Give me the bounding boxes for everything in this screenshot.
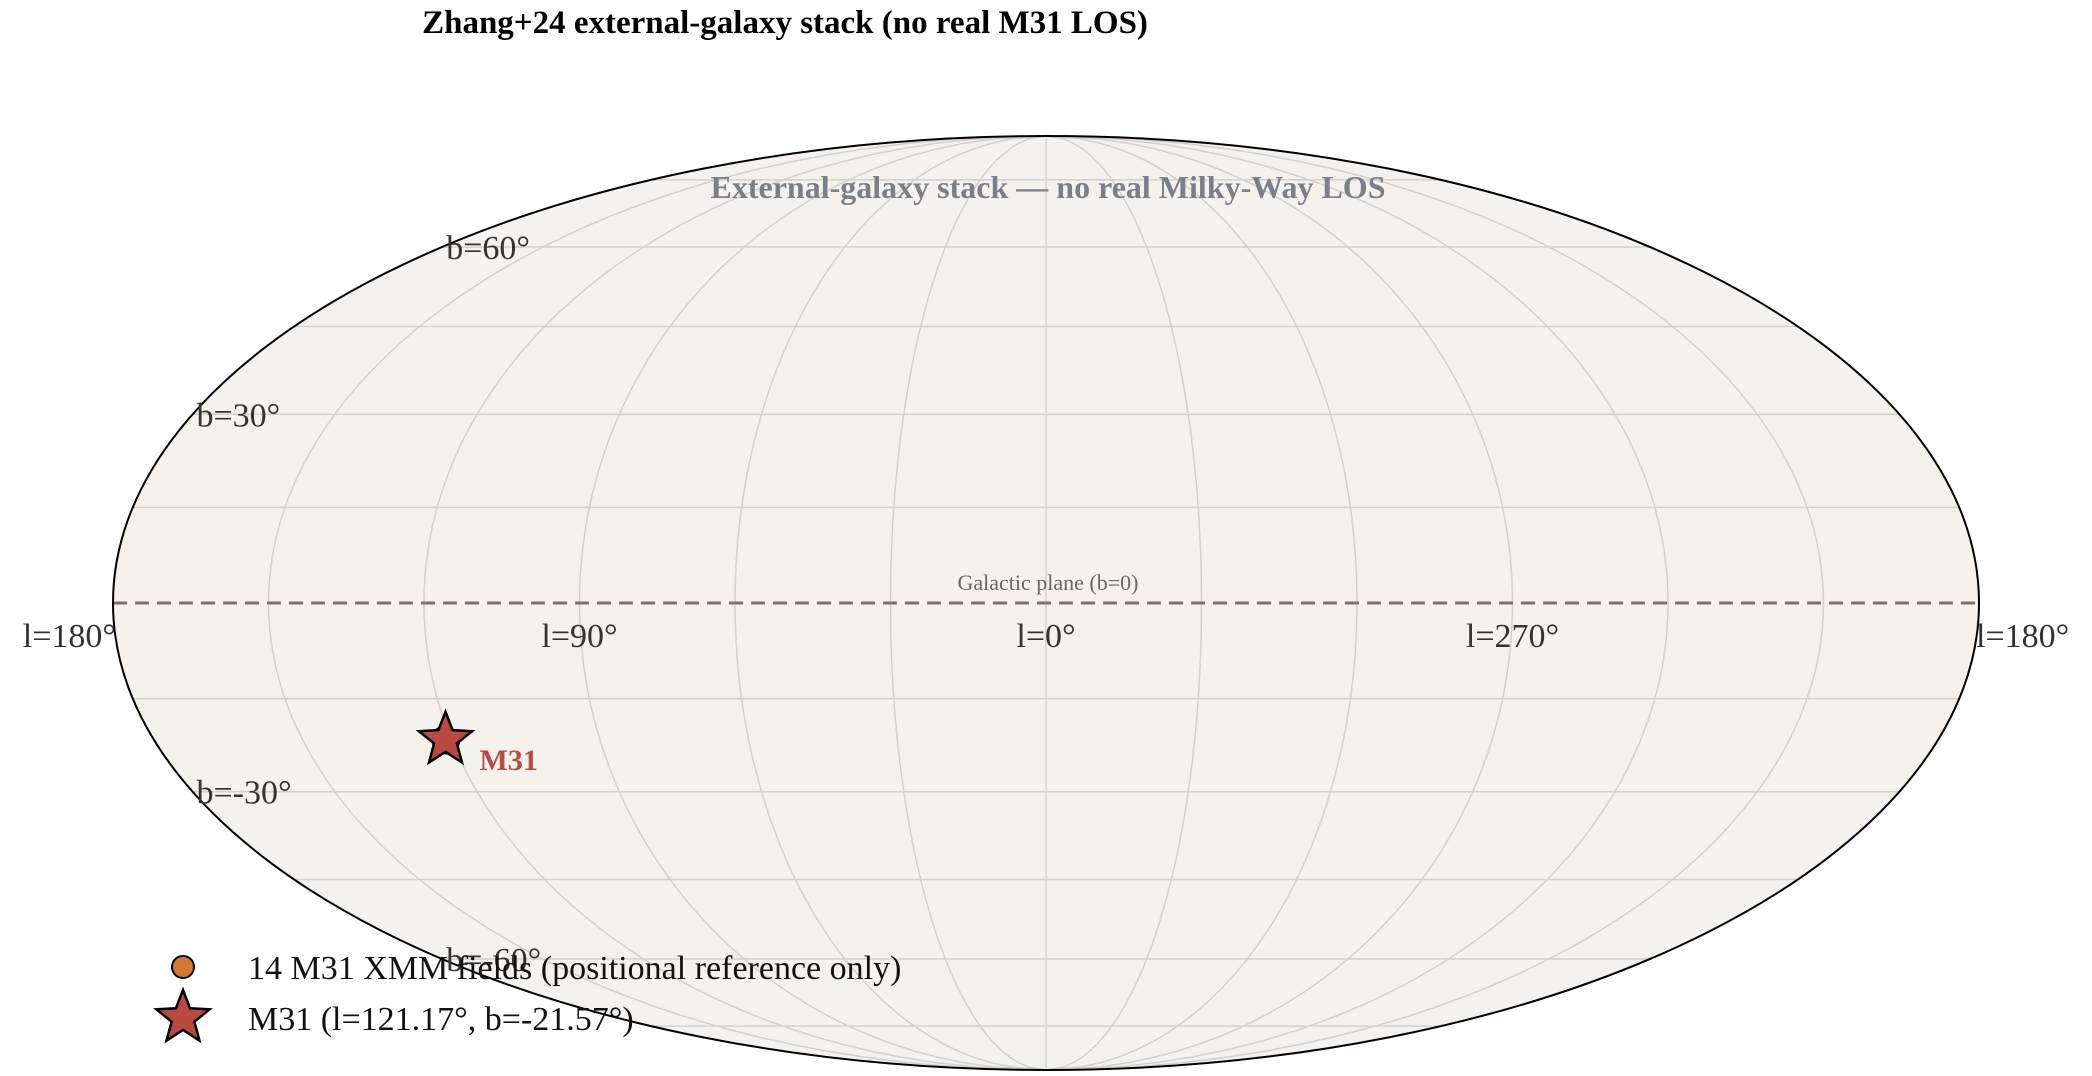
longitude-tick-label: l=180°: [1976, 618, 2069, 655]
latitude-tick-label: b=60°: [446, 230, 530, 267]
m31-label: M31: [480, 744, 538, 777]
legend-m31-swatch: [153, 986, 213, 1044]
legend-fields-label: 14 M31 XMM fields (positional reference …: [248, 950, 901, 987]
longitude-tick-label: l=180°: [23, 618, 116, 655]
longitude-tick-label: l=90°: [541, 618, 617, 655]
axis-tick-labels: l=180° l=90° l=0° l=270° l=180° b=60° b=30° b=-…: [23, 230, 2069, 979]
sky-ellipse-outline: [112, 135, 1980, 1071]
longitude-tick-label: l=270°: [1466, 618, 1559, 655]
latitude-tick-label: b=-60°: [446, 942, 541, 979]
legend-m31-label: M31 (l=121.17°, b=-21.57°): [248, 1001, 634, 1038]
m31-marker-group: M31: [415, 708, 538, 777]
longitude-tick-label: l=0°: [1016, 618, 1075, 655]
latitude-tick-label: b=30°: [197, 397, 281, 434]
galactic-plane-label: Galactic plane (b=0): [958, 570, 1139, 595]
m31-star-marker: [415, 708, 476, 766]
latitude-tick-label: b=-30°: [197, 775, 292, 812]
map-subtitle: External-galaxy stack — no real Milky-Wa…: [711, 169, 1386, 205]
legend: 14 M31 XMM fields (positional reference …: [153, 950, 901, 1044]
legend-fields-swatch: [171, 955, 195, 979]
figure-title: Zhang+24 external-galaxy stack (no real …: [422, 5, 1148, 41]
